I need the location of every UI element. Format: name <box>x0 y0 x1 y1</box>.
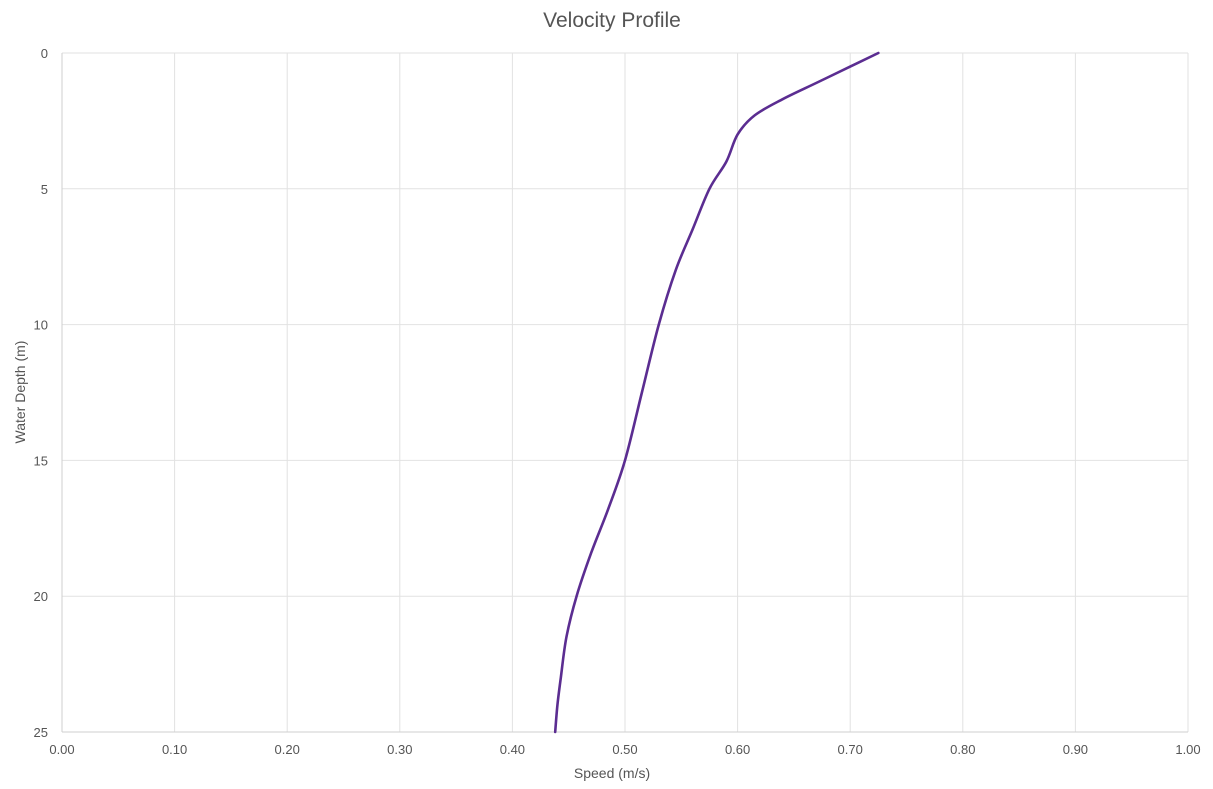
x-tick-label: 0.80 <box>950 742 975 757</box>
y-axis-title: Water Depth (m) <box>12 341 28 444</box>
x-tick-label: 0.00 <box>49 742 74 757</box>
y-tick-label: 5 <box>41 182 48 197</box>
y-tick-label: 20 <box>34 589 48 604</box>
grid-lines <box>62 52 1189 732</box>
velocity-series-line <box>553 51 880 734</box>
x-tick-label: 0.10 <box>162 742 187 757</box>
y-axis-tick-labels: 0 5 10 15 20 25 <box>34 46 48 740</box>
chart-title: Velocity Profile <box>543 9 681 32</box>
x-tick-label: 0.40 <box>500 742 525 757</box>
x-axis-title: Speed (m/s) <box>574 765 650 781</box>
axes <box>61 53 1188 733</box>
y-tick-label: 15 <box>34 453 48 468</box>
x-axis-tick-labels: 0.00 0.10 0.20 0.30 0.40 0.50 0.60 0.70 0.80 0.90… <box>49 742 1200 757</box>
y-tick-label: 10 <box>34 318 48 333</box>
y-tick-label: 25 <box>34 725 48 740</box>
y-tick-label: 0 <box>41 46 48 61</box>
x-tick-label: 0.50 <box>612 742 637 757</box>
series-group <box>553 51 880 734</box>
x-tick-label: 0.20 <box>275 742 300 757</box>
x-tick-label: 0.60 <box>725 742 750 757</box>
x-tick-label: 0.30 <box>387 742 412 757</box>
x-tick-label: 0.90 <box>1063 742 1088 757</box>
x-tick-label: 1.00 <box>1175 742 1200 757</box>
x-tick-label: 0.70 <box>838 742 863 757</box>
